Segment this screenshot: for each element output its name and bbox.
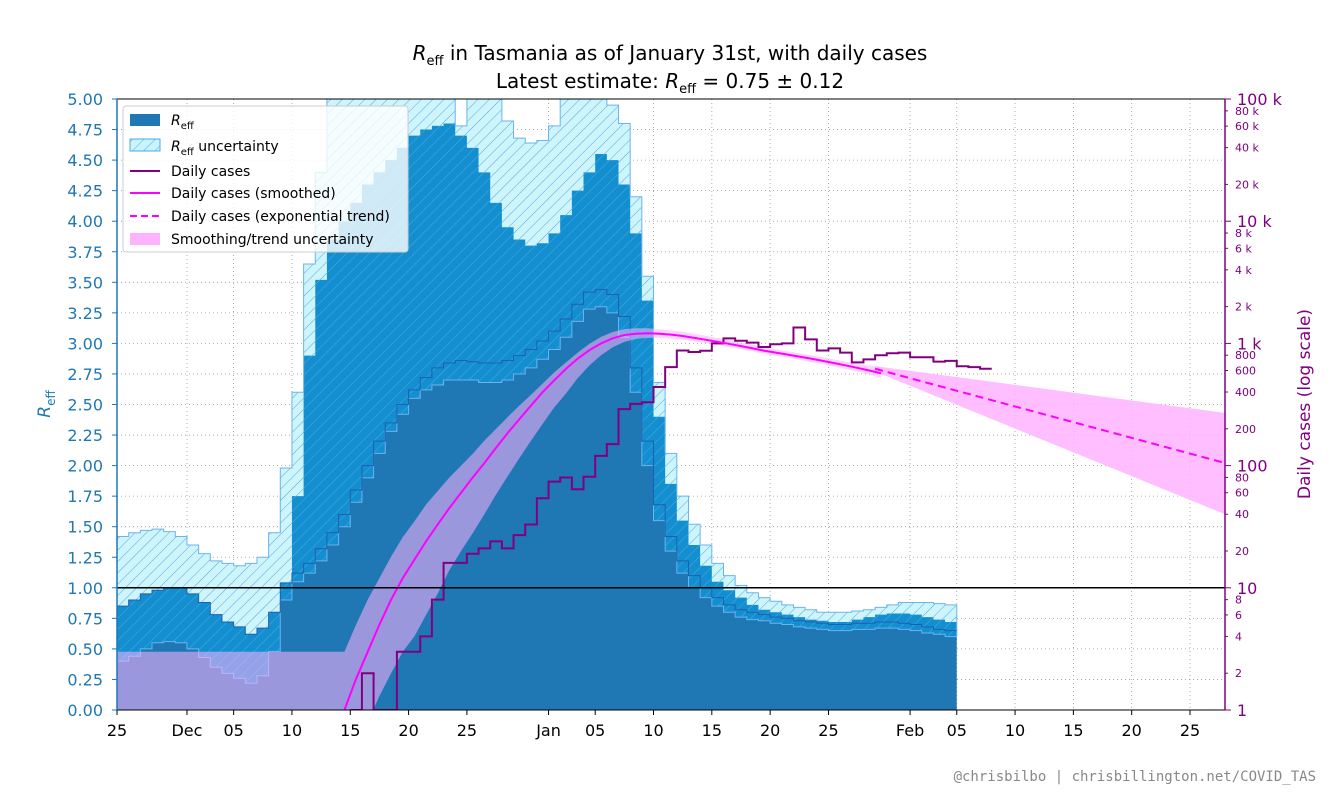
x-tick-label: Jan: [535, 721, 561, 740]
left-tick-label: 3.75: [67, 243, 103, 262]
right-minor-tick-label: 80: [1235, 471, 1249, 484]
smoothing-uncertainty-band: [117, 328, 881, 710]
legend: Reff Reff uncertainty Daily cases Daily …: [122, 105, 409, 253]
right-minor-tick-label: 4 k: [1235, 264, 1252, 277]
legend-label-trend: Daily cases (exponential trend): [171, 209, 390, 225]
right-minor-tick-label: 8: [1235, 594, 1242, 607]
x-tick-label: 20: [760, 721, 780, 740]
x-tick-label: 15: [1063, 721, 1083, 740]
right-minor-tick-label: 60 k: [1235, 120, 1259, 133]
right-major-tick-label: 100 k: [1237, 90, 1283, 109]
legend-swatch-smooth-uncertainty: [130, 233, 160, 245]
left-tick-label: 2.75: [67, 365, 103, 384]
right-minor-tick-label: 80 k: [1235, 105, 1259, 118]
x-tick-label: 05: [223, 721, 243, 740]
right-major-tick-label: 10: [1237, 579, 1257, 598]
right-minor-tick-label: 800: [1235, 349, 1256, 362]
smoothed-cases-line: [343, 332, 882, 710]
left-tick-label: 1.50: [67, 518, 103, 537]
right-minor-tick-label: 20 k: [1235, 178, 1259, 191]
x-tick-label: 05: [947, 721, 967, 740]
legend-label-reff-uncertainty: Reff uncertainty: [171, 139, 279, 158]
right-minor-tick-label: 6 k: [1235, 242, 1252, 255]
right-minor-tick-label: 40 k: [1235, 142, 1259, 155]
left-tick-label: 2.50: [67, 396, 103, 415]
left-tick-label: 3.25: [67, 304, 103, 323]
x-tick-label: 25: [457, 721, 477, 740]
right-minor-tick-label: 600: [1235, 365, 1256, 378]
right-major-tick-label: 1 k: [1237, 334, 1262, 353]
left-axis-label: Reff: [35, 390, 58, 418]
right-major-tick-label: 1: [1237, 701, 1247, 720]
left-tick-label: 4.00: [67, 212, 103, 231]
right-minor-tick-label: 2: [1235, 667, 1242, 680]
x-tick-label: Feb: [896, 721, 924, 740]
x-tick-label: 15: [702, 721, 722, 740]
left-tick-label: 3.50: [67, 273, 103, 292]
right-minor-tick-label: 40: [1235, 508, 1249, 521]
left-tick-label: 0.25: [67, 670, 103, 689]
right-axis-ticks: 1 10 100 1 k 10 k 100 k 2 4 6 8 20 40 60 80 200 400 600 8…: [1225, 90, 1283, 720]
left-tick-label: 4.25: [67, 182, 103, 201]
chart-title-line2: Latest estimate: Reff = 0.75 ± 0.12: [496, 69, 844, 97]
x-tick-label: 05: [585, 721, 605, 740]
left-tick-label: 2.25: [67, 426, 103, 445]
legend-label-smoothed: Daily cases (smoothed): [171, 186, 336, 202]
trend-uncertainty-band: [875, 366, 1225, 515]
left-tick-label: 4.75: [67, 121, 103, 140]
x-tick-label: 15: [340, 721, 360, 740]
left-tick-label: 0.50: [67, 640, 103, 659]
x-tick-label: 20: [1122, 721, 1142, 740]
left-tick-label: 5.00: [67, 90, 103, 109]
left-tick-label: 1.75: [67, 487, 103, 506]
right-minor-tick-label: 60: [1235, 487, 1249, 500]
left-axis-ticks: 0.00 0.25 0.50 0.75 1.00 1.25 1.50 1.75 2.00 2.25…: [67, 90, 117, 720]
x-tick-label: 20: [398, 721, 418, 740]
legend-label-smooth-uncertainty: Smoothing/trend uncertainty: [171, 232, 374, 248]
left-tick-label: 0.00: [67, 701, 103, 720]
x-tick-label: 25: [107, 721, 127, 740]
x-tick-label: 10: [282, 721, 302, 740]
daily-cases-line: [350, 326, 992, 710]
legend-swatch-reff: [130, 114, 160, 126]
right-minor-tick-label: 4: [1235, 630, 1242, 643]
x-tick-label: 10: [643, 721, 663, 740]
right-minor-tick-label: 2 k: [1235, 301, 1252, 314]
left-tick-label: 4.50: [67, 151, 103, 170]
reff-line: [117, 289, 957, 635]
credit-text: @chrisbilbo | chrisbillington.net/COVID_…: [954, 769, 1316, 785]
right-minor-tick-label: 400: [1235, 386, 1256, 399]
x-axis-ticks: 25 Dec 05 10 15 20 25 Jan 05 10 15 20 25 Feb 05 10 15 20 2…: [107, 710, 1200, 740]
trend-line: [874, 367, 1225, 464]
left-tick-label: 3.00: [67, 334, 103, 353]
left-tick-label: 1.25: [67, 548, 103, 567]
right-minor-tick-label: 8 k: [1235, 227, 1252, 240]
right-minor-tick-label: 6: [1235, 609, 1242, 622]
right-minor-tick-label: 200: [1235, 423, 1256, 436]
legend-label-reff: Reff: [171, 113, 195, 132]
left-tick-label: 0.75: [67, 609, 103, 628]
right-minor-tick-label: 20: [1235, 545, 1249, 558]
x-tick-label: 25: [818, 721, 838, 740]
x-tick-label: 10: [1005, 721, 1025, 740]
x-tick-label: 25: [1180, 721, 1200, 740]
left-tick-label: 2.00: [67, 457, 103, 476]
legend-label-daily: Daily cases: [171, 164, 250, 180]
left-tick-label: 1.00: [67, 579, 103, 598]
right-major-tick-label: 10 k: [1237, 212, 1272, 231]
right-major-tick-label: 100: [1237, 457, 1268, 476]
x-tick-label: Dec: [171, 721, 202, 740]
right-axis-label: Daily cases (log scale): [1295, 309, 1315, 499]
chart-title-line1: Reff in Tasmania as of January 31st, wit…: [413, 41, 928, 69]
